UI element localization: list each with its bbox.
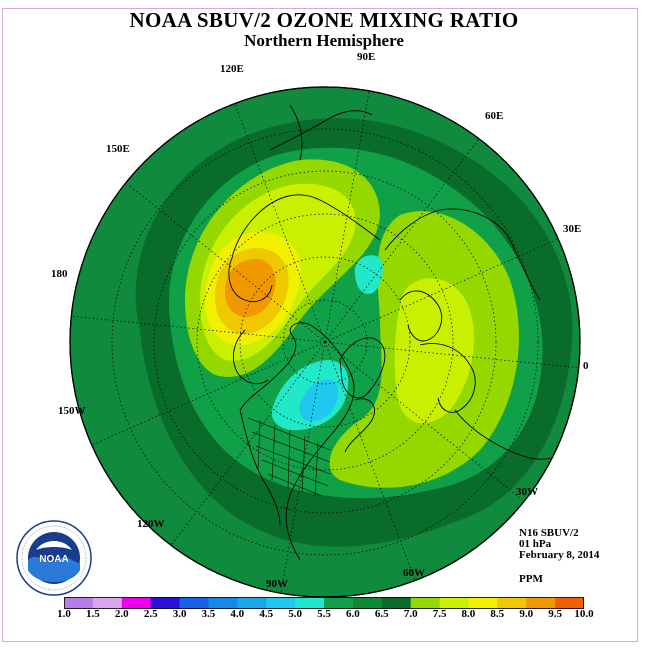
colorbar-cell xyxy=(410,597,441,609)
map-subtitle: Northern Hemisphere xyxy=(244,31,404,50)
colorbar-tick-label: 4.5 xyxy=(259,608,274,620)
colorbar-tick-label: 8.5 xyxy=(490,608,505,620)
contour-lightblue-canada xyxy=(299,379,339,422)
colorbar-tick-labels: 1.0 1.5 2.0 2.5 3.0 3.5 4.0 4.5 5.0 5.5 6.0 6.5 7.0 7… xyxy=(0,608,648,622)
lon-label-60w: 60W xyxy=(403,567,425,579)
contour-cyan-pole xyxy=(354,255,383,294)
pressure-level-label: 01 hPa xyxy=(519,538,552,550)
colorbar-tick-label: 7.0 xyxy=(403,608,418,620)
colorbar-tick-label: 5.0 xyxy=(288,608,302,620)
lon-label-180: 180 xyxy=(51,268,68,280)
lon-label-150e: 150E xyxy=(106,143,130,155)
contour-orange xyxy=(225,258,276,317)
colorbar-cell xyxy=(352,597,383,609)
colorbar-tick-label: 1.5 xyxy=(86,608,100,620)
date-label: February 8, 2014 xyxy=(519,549,600,561)
lon-label-150w: 150W xyxy=(58,405,86,417)
colorbar-tick-label: 2.0 xyxy=(114,608,129,620)
colorbar-tick-label: 8.0 xyxy=(461,608,476,620)
lon-label-120e: 120E xyxy=(220,63,244,75)
colorbar-tick-label: 9.0 xyxy=(519,608,534,620)
colorbar-tick-label: 3.0 xyxy=(172,608,187,620)
lon-label-120w: 120W xyxy=(137,518,165,530)
colorbar-cell xyxy=(468,597,498,609)
colorbar-cells xyxy=(64,597,584,609)
colorbar-cell xyxy=(295,597,325,609)
colorbar-cell xyxy=(237,597,267,609)
colorbar-tick-label: 7.5 xyxy=(432,608,447,620)
lon-label-0: 0 xyxy=(583,360,589,372)
lon-label-90w: 90W xyxy=(266,578,288,590)
units-label: PPM xyxy=(519,573,543,585)
colorbar-tick-label: 6.5 xyxy=(374,608,389,620)
colorbar-tick-label: 9.5 xyxy=(548,608,562,620)
colorbar-cell xyxy=(64,597,94,609)
noaa-logo-text: NOAA xyxy=(39,554,68,565)
latitude-circles xyxy=(111,128,539,556)
colorbar-cell xyxy=(439,597,469,609)
colorbar-cell xyxy=(497,597,527,609)
instrument-label: N16 SBUV/2 xyxy=(519,527,579,539)
colorbar-tick-label: 2.5 xyxy=(143,608,158,620)
contour-yellowgreen-right xyxy=(394,278,474,424)
colorbar-tick-label: 1.0 xyxy=(57,608,71,620)
colorbar-cell xyxy=(526,597,556,609)
colorbar-cell xyxy=(381,597,412,609)
colorbar-tick-label: 6.0 xyxy=(346,608,360,620)
colorbar-cell xyxy=(92,597,123,609)
lon-label-30e: 30E xyxy=(563,223,582,235)
colorbar xyxy=(64,597,584,609)
coastlines xyxy=(228,104,576,561)
plot-frame xyxy=(2,8,638,642)
meridians xyxy=(70,87,580,597)
colorbar-cell xyxy=(179,597,209,609)
lon-label-60e: 60E xyxy=(485,110,504,122)
map-title: NOAA SBUV/2 OZONE MIXING RATIO xyxy=(129,8,519,32)
lon-label-90e: 90E xyxy=(357,51,376,63)
noaa-logo: NOAA xyxy=(16,520,92,596)
us-state-borders xyxy=(247,417,331,497)
colorbar-cell xyxy=(555,597,584,609)
colorbar-cell xyxy=(150,597,181,609)
colorbar-tick-label: 5.5 xyxy=(317,608,331,620)
lon-label-30w: 30W xyxy=(516,486,538,498)
colorbar-cell xyxy=(266,597,296,609)
colorbar-tick-label: 3.5 xyxy=(201,608,216,620)
colorbar-cell xyxy=(208,597,238,609)
colorbar-tick-label: 4.0 xyxy=(230,608,245,620)
colorbar-cell xyxy=(121,597,152,609)
colorbar-cell xyxy=(324,597,354,609)
colorbar-tick-label: 10.0 xyxy=(574,608,594,620)
